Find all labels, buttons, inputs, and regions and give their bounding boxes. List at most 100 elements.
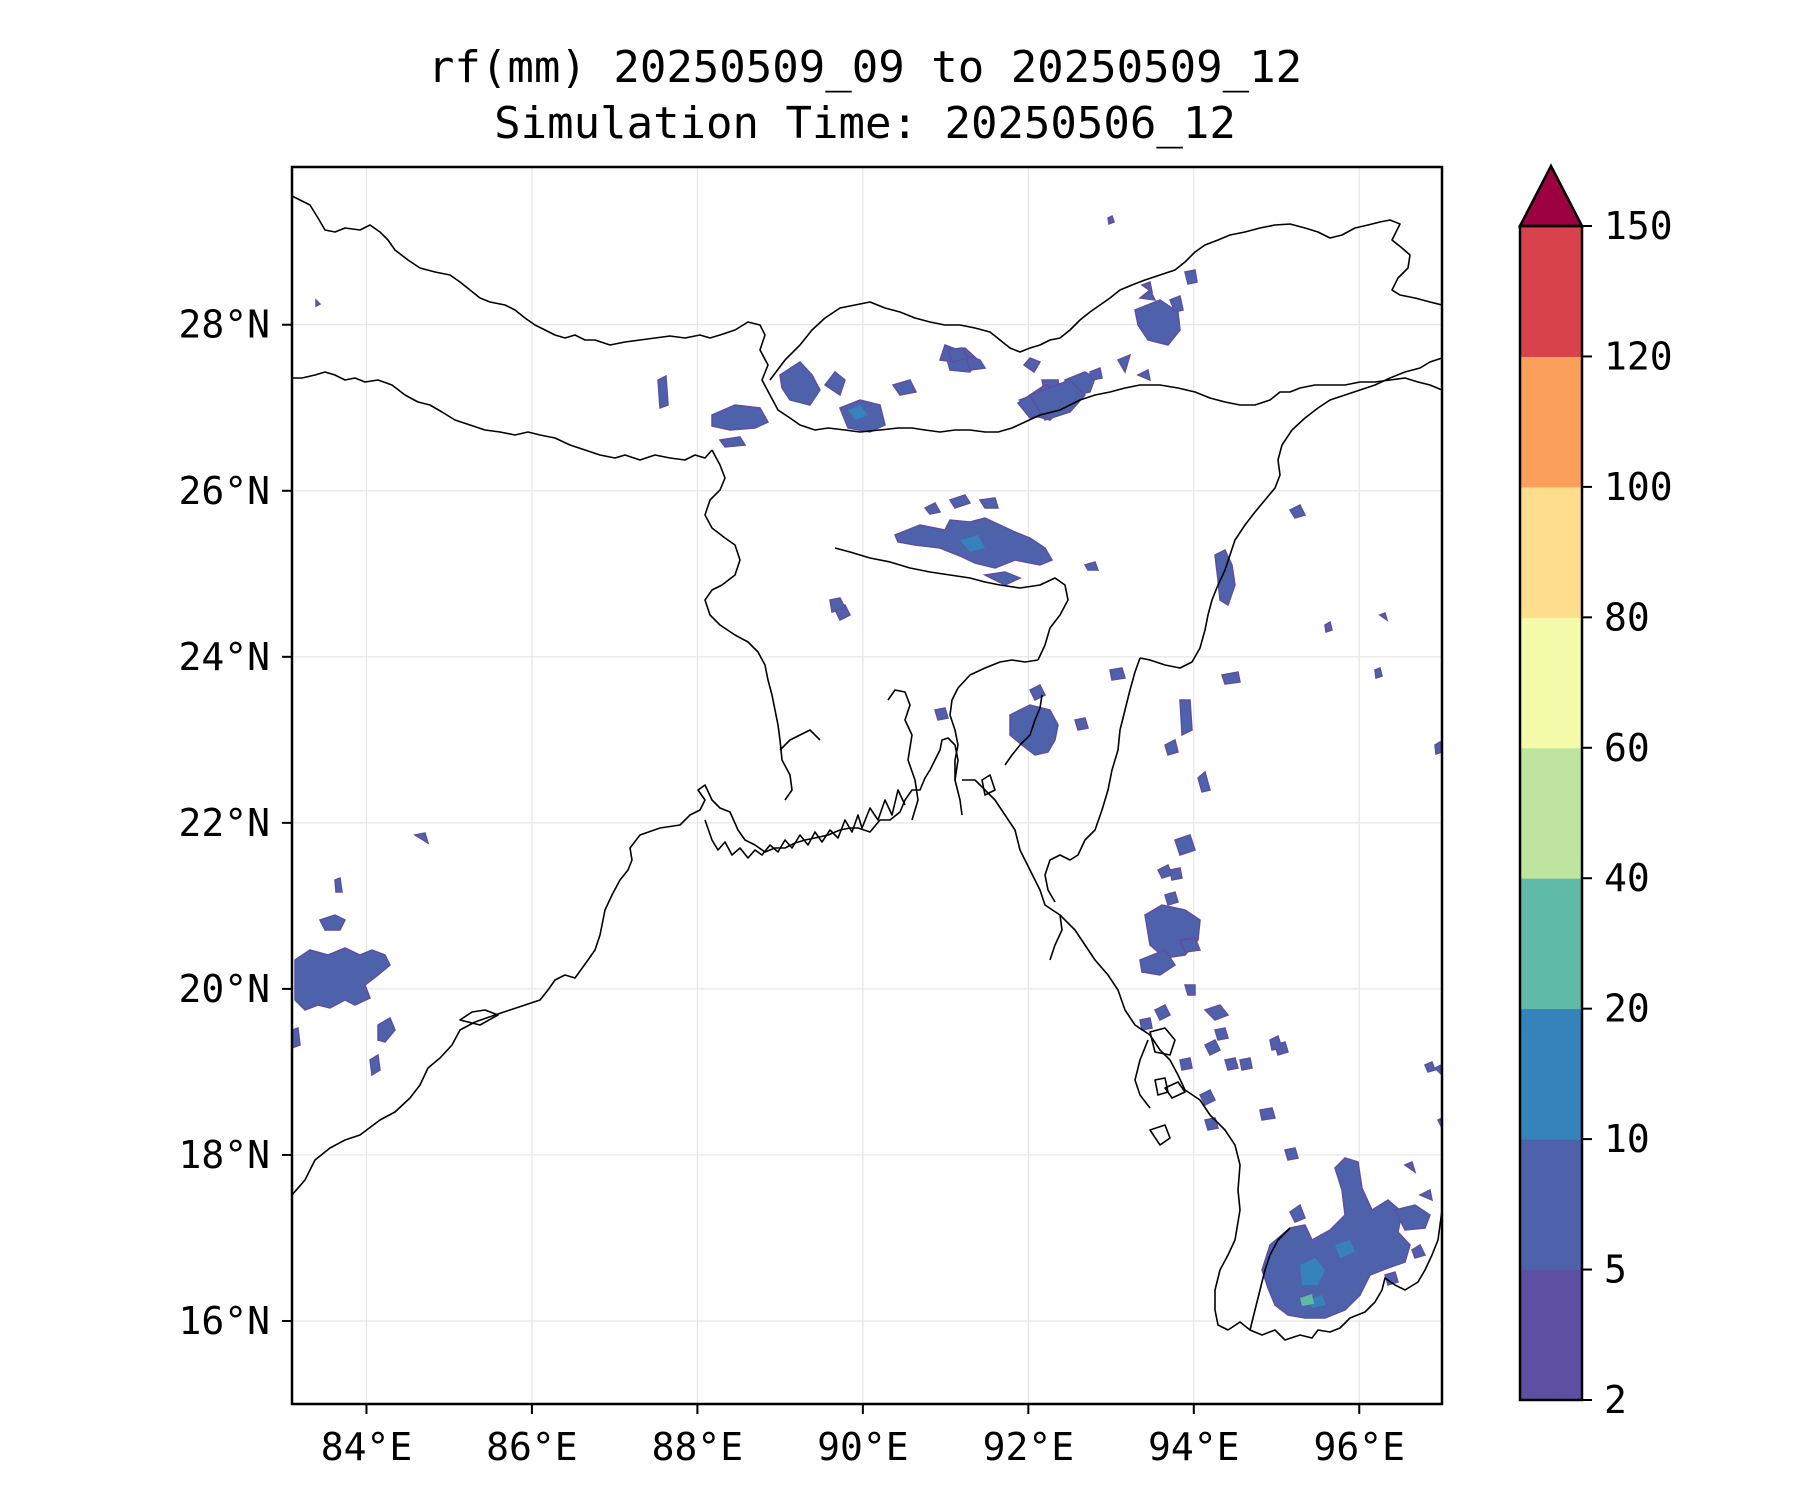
colorbar-frame: [1518, 224, 1584, 1402]
bangladesh-border: [834, 547, 1069, 661]
bangladesh-border: [949, 659, 1039, 780]
lat-tick-label: 16°N: [178, 1299, 270, 1343]
rainfall-field: [292, 214, 1442, 1319]
rain-patch: [923, 502, 942, 515]
lon-tick-label: 96°E: [1314, 1425, 1406, 1469]
colorbar-segment: [1520, 617, 1582, 749]
rain-patch: [1204, 1117, 1219, 1131]
rain-patch: [1169, 867, 1183, 881]
rain-patch: [1424, 1061, 1436, 1073]
lon-tick-label: 84°E: [321, 1425, 413, 1469]
lon-tick-label: 88°E: [652, 1425, 744, 1469]
tripura-border: [1004, 694, 1043, 766]
myanmar-west-coastline: [962, 779, 1442, 1341]
delta-coastline: [704, 789, 906, 859]
colorbar-segment: [1520, 878, 1582, 1010]
mizoram-border: [1044, 657, 1141, 903]
rain-patch: [1139, 949, 1177, 976]
rain-patch: [1324, 620, 1333, 633]
map-background: [292, 167, 1442, 1404]
rain-patch: [1169, 294, 1184, 313]
rain-patch: [718, 436, 747, 448]
rain-patch: [829, 597, 847, 613]
rain-core-patch: [848, 405, 868, 420]
rain-patch: [1224, 1057, 1239, 1071]
colorbar-tick-label: 100: [1604, 465, 1673, 509]
rain-patch: [294, 947, 391, 1011]
colorbar-tick-label: 20: [1604, 987, 1650, 1031]
inner-border: [1049, 914, 1063, 961]
colorbar-extend-arrow: [1517, 163, 1585, 228]
inner-border: [779, 729, 821, 751]
rain-patch: [948, 494, 972, 509]
rain-patch: [318, 914, 347, 931]
rain-patch: [891, 379, 918, 396]
rain-patch: [1261, 1157, 1411, 1319]
rain-patch: [1083, 561, 1100, 571]
rain-patch: [1107, 214, 1115, 226]
lon-tick-label: 86°E: [486, 1425, 578, 1469]
rain-patch: [1178, 937, 1202, 953]
rain-core-patch: [1310, 1295, 1326, 1308]
rain-patch: [1269, 1034, 1283, 1051]
rain-patch: [377, 1016, 396, 1043]
rain-patch: [1411, 1243, 1427, 1259]
rain-patch: [1089, 366, 1103, 381]
map-title-line-2: Simulation Time: 20250506_12: [494, 98, 1236, 149]
island-outline: [1164, 1081, 1186, 1099]
colorbar-segment: [1520, 226, 1582, 357]
sikkim-bhutan-border: [709, 321, 1026, 433]
longitude-axis: 84°E 86°E 88°E 90°E 92°E 94°E 96°E: [321, 1404, 1405, 1469]
rain-patch: [1393, 1204, 1431, 1231]
india-east-coastline: [292, 737, 963, 1196]
lat-tick-label: 26°N: [178, 469, 270, 513]
rain-patch: [1197, 770, 1211, 793]
colorbar-segment: [1520, 1008, 1582, 1140]
rain-core-patch: [960, 535, 985, 552]
bangladesh-border: [704, 449, 793, 801]
rain-peak-patch: [1300, 1294, 1314, 1306]
rain-core-patch: [1300, 1258, 1325, 1285]
rain-patch: [1221, 671, 1241, 685]
lon-tick-label: 92°E: [983, 1425, 1075, 1469]
rain-patch: [1140, 280, 1154, 294]
rain-patch: [334, 876, 343, 893]
rain-patch: [1214, 1027, 1229, 1041]
colorbar-segment: [1520, 486, 1582, 618]
rain-patch: [982, 571, 1022, 586]
lon-tick-label: 90°E: [817, 1425, 909, 1469]
rain-patch: [292, 1026, 301, 1049]
colorbar-tick-label: 10: [1604, 1117, 1650, 1161]
rain-patch: [315, 298, 322, 308]
island-outline: [1149, 1027, 1176, 1056]
rain-patch: [963, 353, 987, 371]
lat-tick-label: 24°N: [178, 635, 270, 679]
rain-patch: [1164, 891, 1179, 906]
rain-patch: [1434, 740, 1442, 756]
rain-patch: [1183, 984, 1196, 996]
bhutan-north-border: [769, 219, 1442, 381]
rain-patch: [1288, 503, 1307, 519]
colorbar-segment: [1520, 747, 1582, 879]
rain-patch: [1284, 1147, 1299, 1161]
lat-tick-label: 20°N: [178, 967, 270, 1011]
lat-tick-label: 22°N: [178, 801, 270, 845]
colorbar-segment: [1520, 1139, 1582, 1271]
rain-patch: [1179, 699, 1193, 737]
delta-coastline: [887, 689, 919, 821]
colorbar-tick-label: 60: [1604, 726, 1650, 770]
island-outline: [459, 1009, 499, 1026]
rain-patch: [978, 497, 1000, 509]
colorbar-tick-label: 120: [1604, 334, 1673, 378]
colorbar-tick-label: 150: [1604, 204, 1673, 248]
rain-patch: [1184, 269, 1198, 285]
rain-patch: [1203, 1038, 1222, 1057]
colorbar-tick-label: 40: [1604, 856, 1650, 900]
rain-patch: [779, 361, 821, 406]
rain-patch: [1139, 1017, 1153, 1031]
rain-patch: [369, 1053, 381, 1077]
rain-patch: [1289, 1203, 1306, 1223]
rain-patch: [1239, 1057, 1253, 1071]
latitude-axis: 16°N 18°N 20°N 22°N 24°N 26°N 28°N: [178, 303, 292, 1343]
rain-patch: [1028, 379, 1087, 421]
